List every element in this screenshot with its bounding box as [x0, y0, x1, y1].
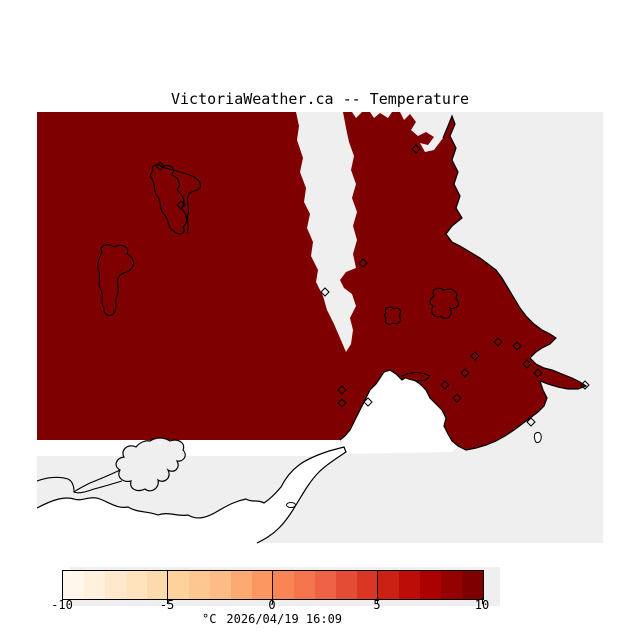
colorbar-segment — [441, 571, 462, 599]
station-marker — [493, 337, 503, 347]
colorbar-tick-stub — [62, 598, 63, 604]
island-outline-a — [429, 287, 459, 319]
lake-outline-south — [97, 244, 135, 317]
station-markers-layer — [155, 144, 590, 427]
timestamp-label: 2026/04/19 16:09 — [226, 612, 343, 626]
station-marker — [440, 380, 450, 390]
colorbar-segment — [63, 571, 84, 599]
colorbar-segment — [252, 571, 273, 599]
colorbar-tick-line — [167, 570, 168, 600]
station-marker — [460, 368, 470, 378]
station-marker — [470, 351, 480, 361]
station-marker — [522, 359, 532, 369]
colorbar-segment — [357, 571, 378, 599]
station-marker — [411, 144, 421, 154]
station-marker — [452, 393, 462, 403]
islet-strait — [286, 502, 296, 508]
colorbar-segment — [462, 571, 483, 599]
strait-island-outline — [115, 437, 186, 492]
colorbar-segment — [420, 571, 441, 599]
colorbar-segment — [126, 571, 147, 599]
colorbar-segment — [336, 571, 357, 599]
west-coastline — [36, 476, 75, 493]
harbour-spit — [401, 372, 431, 382]
colorbar-segment — [273, 571, 294, 599]
colorbar-segment — [231, 571, 252, 599]
lake-branch-east — [161, 166, 202, 234]
station-marker — [155, 161, 165, 171]
colorbar-segment — [315, 571, 336, 599]
colorbar-tick-label: 10 — [474, 598, 490, 612]
colorbar-tick-stub — [167, 598, 168, 604]
colorbar-segment — [84, 571, 105, 599]
colorbar-caption: °C 2026/04/19 16:09 — [62, 612, 482, 626]
unit-label: °C — [201, 612, 217, 626]
station-marker — [320, 287, 330, 297]
south-coastline — [36, 446, 347, 544]
colorbar-tick-label: -10 — [51, 598, 73, 612]
colorbar-segment — [189, 571, 210, 599]
colorbar-tick-labels: -10 -5 0 5 10 — [51, 598, 489, 612]
colorbar-tick-line — [377, 570, 378, 600]
colorbar-segment — [294, 571, 315, 599]
station-marker — [580, 380, 590, 390]
station-marker — [358, 258, 368, 268]
south-landmass — [37, 447, 346, 543]
colorbar-tick-label: -5 — [159, 598, 175, 612]
colorbar-tick-stub — [482, 598, 483, 604]
islet-southeast — [533, 432, 542, 443]
colorbar-tick-line — [272, 570, 273, 600]
colorbar-tick-label: 5 — [373, 598, 381, 612]
page-title: VictoriaWeather.ca -- Temperature — [170, 90, 469, 108]
colorbar-segment — [210, 571, 231, 599]
nearshore-white-band — [37, 440, 340, 456]
temperature-fill-region — [37, 112, 586, 450]
station-marker — [337, 398, 347, 408]
station-marker — [512, 341, 522, 351]
colorbar — [62, 570, 484, 600]
colorbar-segment — [147, 571, 168, 599]
island-outline-b — [383, 306, 402, 326]
colorbar-tick-stub — [272, 598, 273, 604]
station-marker — [337, 385, 347, 395]
station-marker — [533, 368, 543, 378]
colorbar-segment — [399, 571, 420, 599]
colorbar-segment — [168, 571, 189, 599]
colorbar-tick-label: 0 — [268, 598, 276, 612]
station-marker — [176, 200, 186, 210]
colorbar-segment — [378, 571, 399, 599]
station-marker — [526, 417, 536, 427]
colorbar-segment — [105, 571, 126, 599]
station-marker — [363, 397, 373, 407]
colorbar-tick-stub — [377, 598, 378, 604]
